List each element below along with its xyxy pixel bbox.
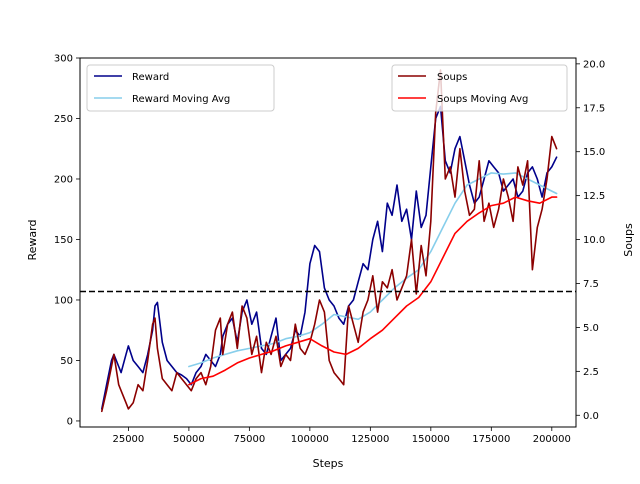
- y-tick-label-left: 100: [54, 295, 73, 306]
- y-tick-label-right: 2.5: [583, 367, 599, 378]
- x-tick-label: 50000: [173, 434, 205, 445]
- legend-right: Soups Soups Moving Avg: [391, 64, 568, 112]
- y-tick-label-left: 300: [54, 54, 73, 65]
- y-tick-label-left: 0: [67, 416, 73, 427]
- plot-frame: [79, 57, 577, 428]
- y-tick-label-right: 10.0: [583, 235, 605, 246]
- y-tick-label-left: 50: [60, 356, 73, 367]
- x-tick-label: 25000: [112, 434, 144, 445]
- y-tick-label-right: 17.5: [583, 103, 605, 114]
- series-line-soups-moving-avg: [188, 196, 558, 386]
- series-layer: [101, 69, 558, 413]
- x-tick-label: 150000: [412, 434, 450, 445]
- x-tick-label: 100000: [291, 434, 329, 445]
- y-tick-label-right: 7.5: [583, 279, 599, 290]
- legend-left-box: [86, 64, 275, 112]
- y-tick-label-left: 200: [54, 174, 73, 185]
- x-tick-label: 200000: [533, 434, 571, 445]
- series-line-reward: [101, 105, 558, 410]
- y-tick-label-right: 5.0: [583, 323, 599, 334]
- legend-left: Reward Reward Moving Avg: [86, 64, 275, 112]
- series-line-soups: [101, 69, 558, 413]
- y-tick-label-left: 150: [54, 235, 73, 246]
- legend-label-soups-moving-avg: Soups Moving Avg: [437, 94, 528, 105]
- y-axis-label-right: Soups: [622, 223, 635, 257]
- y-tick-label-right: 12.5: [583, 191, 605, 202]
- y-tick-label-right: 20.0: [583, 59, 605, 70]
- x-axis-label: Steps: [313, 457, 344, 470]
- legend-label-reward-moving-avg: Reward Moving Avg: [132, 94, 230, 105]
- legend-label-soups: Soups: [437, 72, 467, 83]
- y-tick-label-right: 15.0: [583, 147, 605, 158]
- x-tick-label: 75000: [233, 434, 265, 445]
- y-tick-label-left: 250: [54, 114, 73, 125]
- x-tick-label: 125000: [351, 434, 389, 445]
- axes-layer: 25000 50000 75000 100000 125000 150000 175000 2…: [54, 54, 605, 446]
- x-tick-label: 175000: [472, 434, 510, 445]
- y-tick-label-right: 0.0: [583, 411, 599, 422]
- legend-label-reward: Reward: [132, 72, 169, 83]
- legend-right-box: [391, 64, 568, 112]
- y-axis-label-left: Reward: [26, 220, 39, 261]
